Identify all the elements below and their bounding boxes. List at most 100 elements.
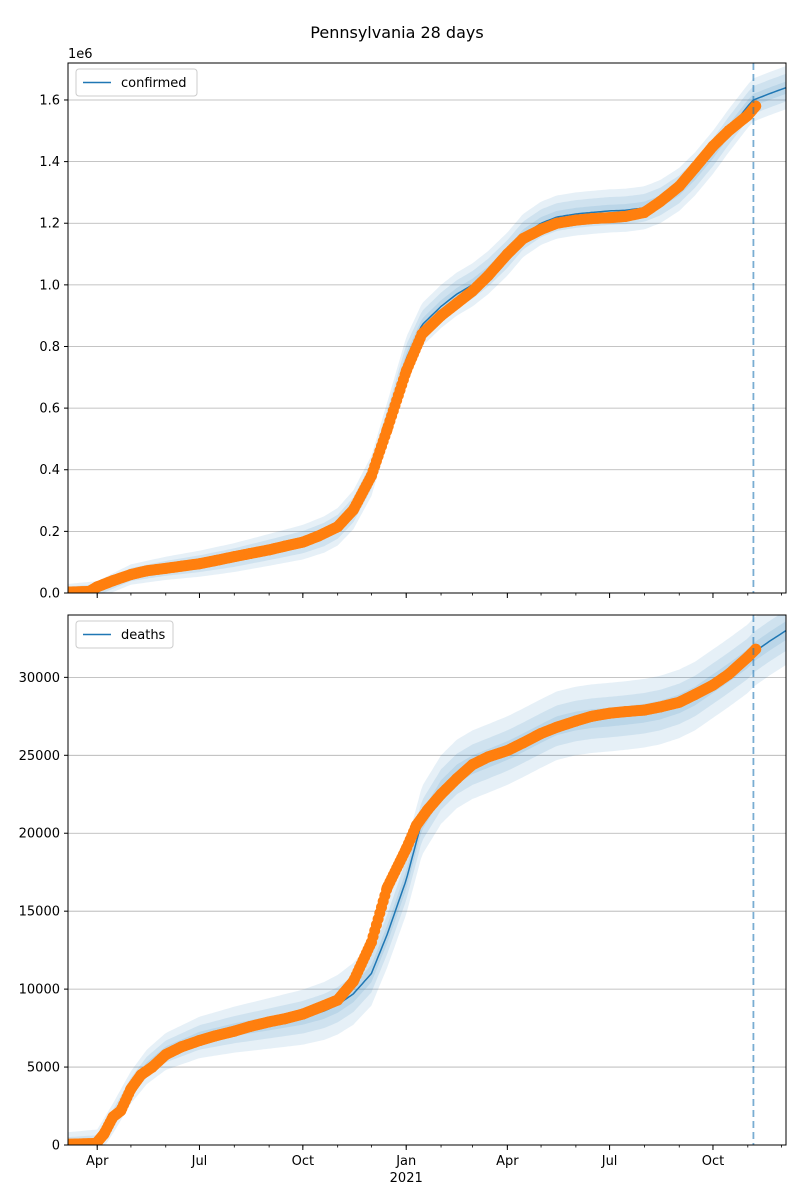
- observed-point: [619, 210, 631, 222]
- y-tick-label: 20000: [19, 827, 60, 842]
- observed-point: [279, 540, 291, 552]
- uncertainty-band: [68, 81, 786, 593]
- observed-point: [68, 586, 74, 593]
- legend-box: [75, 620, 174, 649]
- x-tick-label: Jan: [395, 1154, 416, 1169]
- y-tick-label: 0.4: [39, 463, 60, 478]
- observed-point: [422, 804, 434, 816]
- y-tick-label: 1.0: [39, 278, 60, 293]
- observed-point: [689, 162, 701, 174]
- observed-point: [90, 1137, 102, 1145]
- observed-point: [228, 1025, 240, 1037]
- observed-point: [604, 707, 616, 719]
- observed-point: [586, 213, 598, 225]
- observed-point: [244, 548, 256, 560]
- y-tick-label: 30000: [19, 671, 60, 686]
- deaths-legend: deaths: [75, 620, 174, 649]
- observed-point: [451, 773, 463, 785]
- y-tick-label: 1.6: [39, 93, 60, 108]
- deaths-plot-area: [68, 615, 786, 1145]
- observed-point: [689, 689, 701, 700]
- observed-point: [501, 248, 513, 260]
- observed-point: [91, 581, 103, 593]
- observed-point: [400, 365, 412, 377]
- observed-point: [175, 1041, 187, 1053]
- observed-point: [742, 651, 754, 663]
- observed-point: [707, 140, 719, 152]
- observed-point: [482, 270, 494, 282]
- observed-point: [467, 759, 479, 771]
- x-tick-label: Jul: [601, 1154, 618, 1169]
- y-tick-label: 0.2: [39, 525, 60, 540]
- observed-point: [160, 1049, 172, 1061]
- confirmed-legend: confirmed: [75, 68, 198, 97]
- observed-point: [297, 536, 309, 548]
- observed-point: [244, 1021, 256, 1033]
- observed-point: [263, 1016, 275, 1028]
- observed-point: [586, 710, 598, 722]
- observed-point: [175, 560, 187, 572]
- observed-point: [263, 544, 275, 556]
- observed-point: [365, 470, 377, 482]
- observed-point: [193, 1035, 205, 1047]
- observed-point: [482, 751, 494, 763]
- observed-point: [68, 1138, 74, 1145]
- observed-point: [381, 882, 393, 894]
- deaths-observed-series: [68, 643, 762, 1145]
- observed-point: [750, 100, 762, 112]
- x-tick-label: Jul: [191, 1154, 208, 1169]
- observed-point: [313, 1002, 325, 1014]
- observed-point: [98, 1128, 110, 1140]
- observed-point: [209, 1030, 221, 1042]
- observed-point: [551, 217, 563, 229]
- y-tick-label: 10000: [19, 983, 60, 998]
- uncertainty-band: [68, 621, 786, 1145]
- y-tick-label: 0.6: [39, 402, 60, 417]
- observed-point: [435, 310, 447, 322]
- x-tick-label: Oct: [292, 1154, 314, 1169]
- observed-point: [115, 1105, 127, 1117]
- observed-point: [707, 679, 719, 691]
- observed-point: [107, 1111, 119, 1123]
- observed-point: [125, 569, 137, 581]
- observed-point: [570, 715, 582, 727]
- observed-point: [570, 214, 582, 226]
- observed-point: [410, 819, 422, 831]
- observed-point: [347, 504, 359, 516]
- y-tick-label: 0: [52, 1139, 60, 1154]
- observed-point: [654, 196, 666, 208]
- observed-point: [107, 575, 119, 587]
- observed-point: [400, 843, 412, 855]
- observed-point: [604, 212, 616, 224]
- axes-frame: [67, 62, 787, 594]
- observed-point: [347, 975, 359, 987]
- observed-point: [146, 1061, 158, 1073]
- observed-point: [332, 994, 344, 1006]
- observed-point: [451, 297, 463, 309]
- y-tick-label: 1.4: [39, 155, 60, 170]
- observed-point: [673, 696, 685, 708]
- observed-point: [141, 565, 153, 577]
- observed-point: [313, 530, 325, 542]
- observed-point: [467, 285, 479, 297]
- x-year-label: 2021: [390, 1171, 423, 1186]
- y-tick-label: 15000: [19, 905, 60, 920]
- observed-point: [723, 125, 735, 137]
- y-offset-label: 1e6: [68, 47, 93, 62]
- y-tick-label: 0.8: [39, 340, 60, 355]
- y-tick-label: 25000: [19, 749, 60, 764]
- observed-point: [228, 551, 240, 563]
- observed-point: [517, 737, 529, 749]
- x-tick-label: Apr: [86, 1154, 109, 1169]
- x-tick-label: Apr: [496, 1154, 519, 1169]
- observed-point: [332, 521, 344, 533]
- observed-point: [638, 206, 650, 218]
- x-tick-label: Oct: [702, 1154, 724, 1169]
- observed-point: [535, 727, 547, 739]
- observed-point: [297, 1008, 309, 1020]
- legend-label: confirmed: [121, 76, 187, 91]
- legend-box: [75, 68, 198, 97]
- uncertainty-band: [68, 615, 786, 1145]
- confirmed-plot-area: [68, 63, 786, 593]
- deaths-chart-panel: 0 5000 10000 15000 20000 25000 30000 Apr Jul Oct J…: [19, 614, 787, 1186]
